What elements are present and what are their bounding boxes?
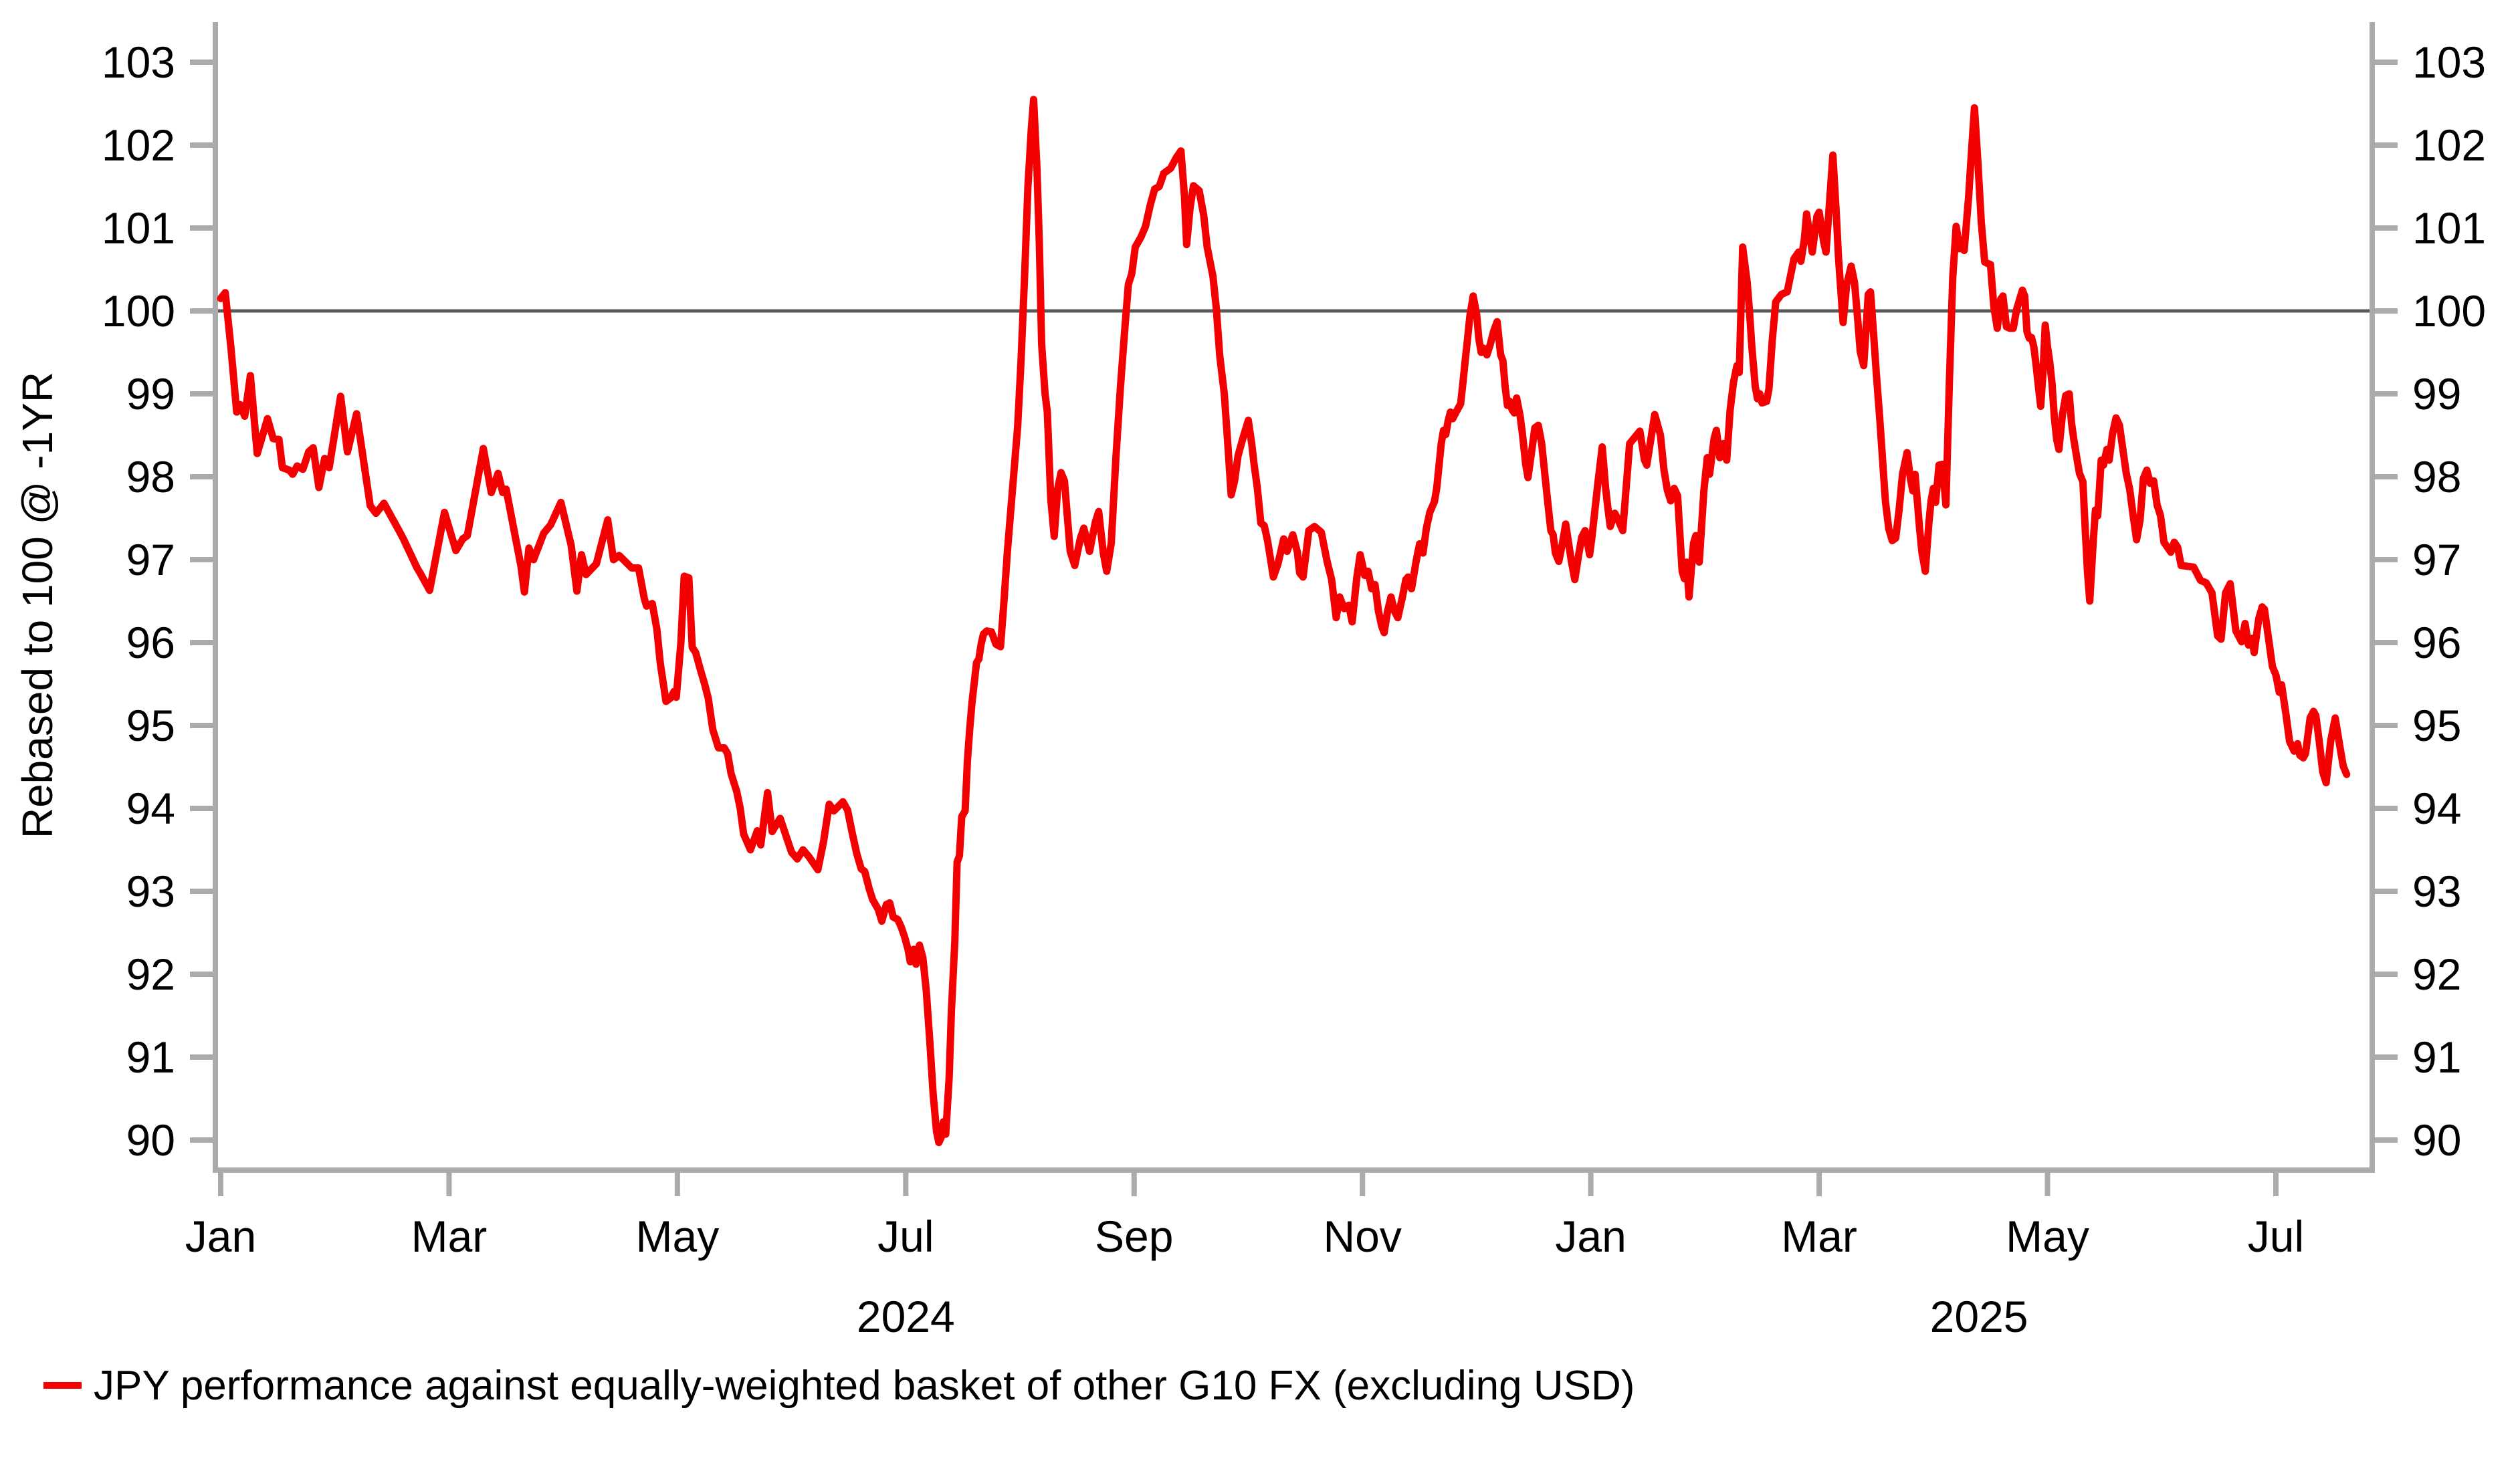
y-tick-label-right: 96 bbox=[2412, 618, 2461, 667]
y-tick-label-right: 92 bbox=[2412, 949, 2461, 999]
y-tick-label-left: 90 bbox=[126, 1115, 175, 1165]
y-axis-labels: 90 90 91 91 92 92 93 93 94 94 95 95 96 96 97 97 98 98 99 99… bbox=[102, 37, 2486, 1165]
y-tick-label-left: 92 bbox=[126, 949, 175, 999]
legend: JPY performance against equally-weighted… bbox=[43, 1363, 1635, 1409]
x-tick-label: Jul bbox=[2248, 1212, 2304, 1261]
x-tick-label: Mar bbox=[411, 1212, 488, 1261]
y-tick-label-right: 93 bbox=[2412, 867, 2461, 916]
series-path bbox=[217, 96, 2351, 1147]
y-axis-ticks bbox=[190, 60, 2398, 1143]
y-tick-label-left: 94 bbox=[126, 784, 175, 833]
y-axis-title: Rebased to 100 @ -1YR bbox=[13, 372, 62, 838]
y-tick-label-left: 96 bbox=[126, 618, 175, 667]
y-tick-label-right: 91 bbox=[2412, 1032, 2461, 1082]
y-tick-label-left: 91 bbox=[126, 1032, 175, 1082]
year-label: 2024 bbox=[857, 1292, 955, 1341]
x-axis-labels: Jan Mar May Jul Sep Nov Jan Mar May Jul bbox=[185, 1212, 2304, 1261]
y-tick-label-left: 98 bbox=[126, 452, 175, 501]
y-tick-label-left: 97 bbox=[126, 535, 175, 584]
y-tick-label-left: 93 bbox=[126, 867, 175, 916]
year-label: 2025 bbox=[1930, 1292, 2028, 1341]
y-tick-label-right: 102 bbox=[2412, 120, 2486, 170]
y-tick-label-right: 97 bbox=[2412, 535, 2461, 584]
y-tick-label-left: 102 bbox=[102, 120, 175, 170]
x-tick-label: Sep bbox=[1095, 1212, 1173, 1261]
y-tick-label-right: 100 bbox=[2412, 286, 2486, 336]
x-tick-label: Jul bbox=[877, 1212, 934, 1261]
x-tick-label: Jan bbox=[185, 1212, 256, 1261]
y-tick-label-right: 95 bbox=[2412, 701, 2461, 750]
x-tick-label: May bbox=[2006, 1212, 2089, 1261]
y-tick-label-right: 94 bbox=[2412, 784, 2461, 833]
y-tick-label-left: 100 bbox=[102, 286, 175, 336]
y-tick-label-right: 99 bbox=[2412, 369, 2461, 419]
y-tick-label-right: 103 bbox=[2412, 37, 2486, 87]
y-tick-label-right: 90 bbox=[2412, 1115, 2461, 1165]
y-tick-label-left: 99 bbox=[126, 369, 175, 419]
y-tick-label-right: 98 bbox=[2412, 452, 2461, 501]
axes-frame bbox=[213, 22, 2375, 1173]
x-axis-ticks bbox=[218, 1170, 2279, 1196]
axis-lines bbox=[213, 22, 2375, 1173]
x-tick-label: Nov bbox=[1324, 1212, 1402, 1261]
x-tick-label: May bbox=[636, 1212, 720, 1261]
x-tick-label: Mar bbox=[1781, 1212, 1857, 1261]
x-tick-label: Jan bbox=[1555, 1212, 1626, 1261]
legend-label: JPY performance against equally-weighted… bbox=[94, 1363, 1635, 1409]
y-tick-label-left: 101 bbox=[102, 203, 175, 253]
x-axis-year-labels: 2024 2025 bbox=[857, 1292, 2028, 1341]
y-tick-label-left: 103 bbox=[102, 37, 175, 87]
data-series-line bbox=[217, 96, 2351, 1147]
y-tick-label-right: 101 bbox=[2412, 203, 2486, 253]
y-tick-label-left: 95 bbox=[126, 701, 175, 750]
